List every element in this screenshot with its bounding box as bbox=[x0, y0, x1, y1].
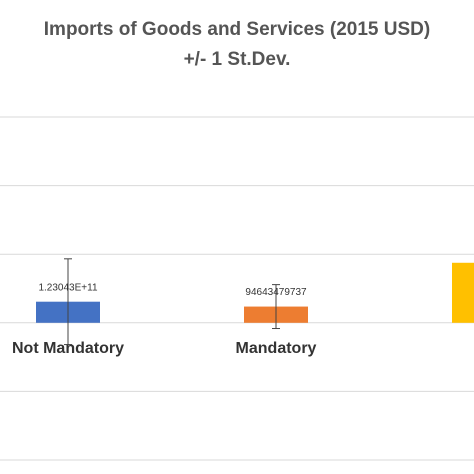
error-bar bbox=[272, 284, 280, 330]
chart-title: Imports of Goods and Services (2015 USD) bbox=[44, 19, 430, 40]
x-tick-label: Mandatory bbox=[236, 340, 317, 357]
error-bar bbox=[64, 258, 72, 346]
chart-subtitle: +/- 1 St.Dev. bbox=[184, 49, 291, 70]
x-tick-label: Not Mandatory bbox=[12, 340, 124, 357]
bar bbox=[452, 262, 474, 323]
value-label: 94643479737 bbox=[245, 287, 307, 298]
value-label: 1.23043E+11 bbox=[38, 282, 97, 293]
